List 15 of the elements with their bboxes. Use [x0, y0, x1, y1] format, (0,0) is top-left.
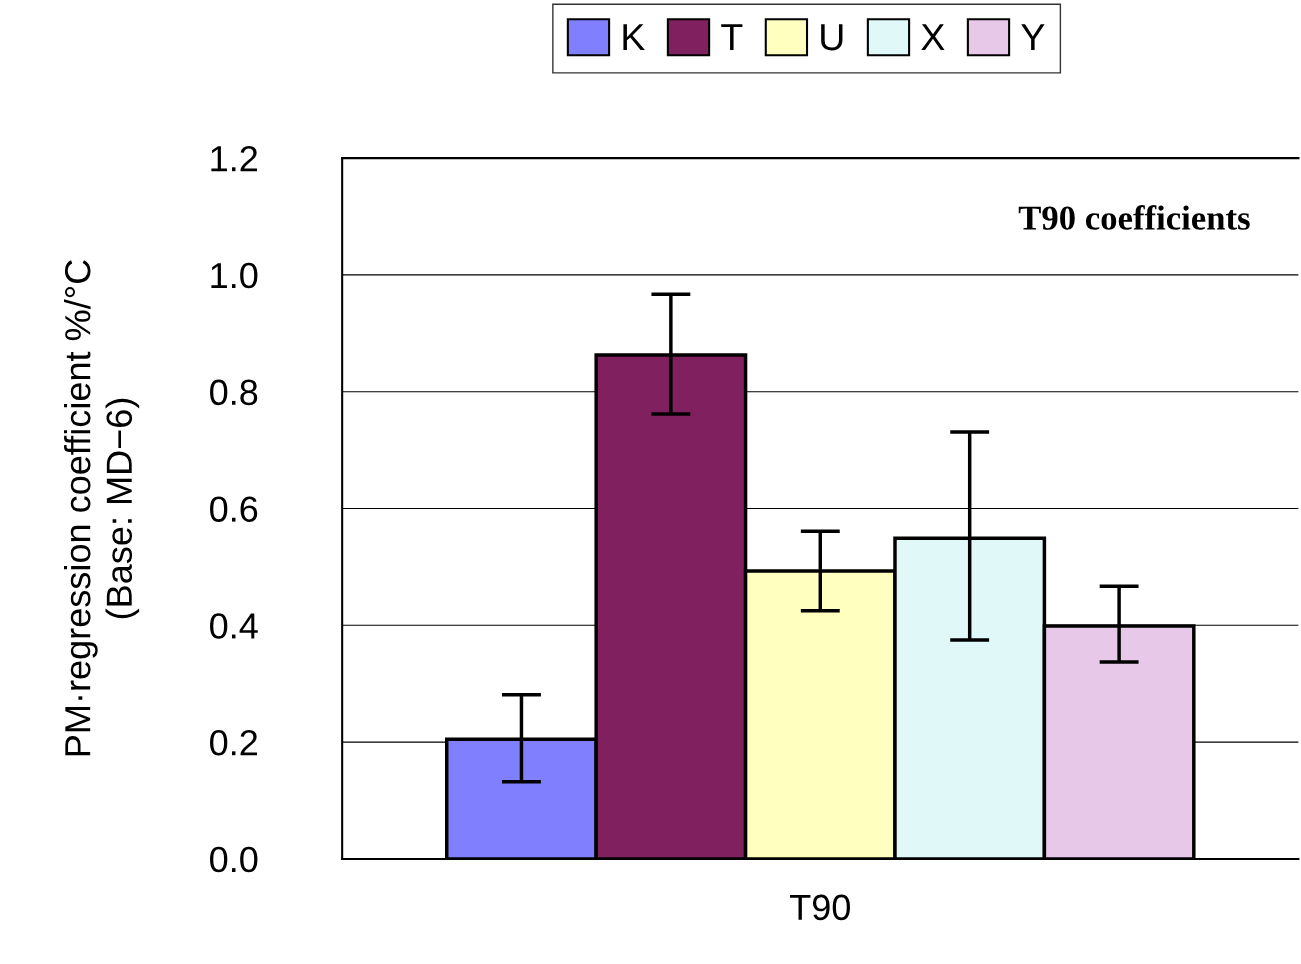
- legend-label: Y: [1021, 24, 1045, 51]
- legend-label: U: [821, 24, 843, 51]
- legend-label: T: [721, 24, 743, 51]
- y-axis-title: PM·regression coefficient %/°C (Base: MD−6): [64, 260, 140, 756]
- y-tick-label: 1.0: [211, 262, 258, 289]
- y-tick-label: 0.6: [210, 496, 258, 522]
- y-tick-label: 0.0: [210, 846, 258, 873]
- y-tick-label: 0.4: [210, 613, 258, 639]
- legend-label: K: [623, 24, 645, 51]
- x-tick-label: T90: [789, 894, 850, 921]
- annotation: T90 coefficients: [1018, 205, 1250, 230]
- y-tick-label: 0.8: [210, 379, 258, 406]
- legend-label: X: [921, 24, 945, 51]
- y-tick-label: 0.2: [210, 729, 258, 756]
- y-tick-label: 1.2: [211, 145, 258, 172]
